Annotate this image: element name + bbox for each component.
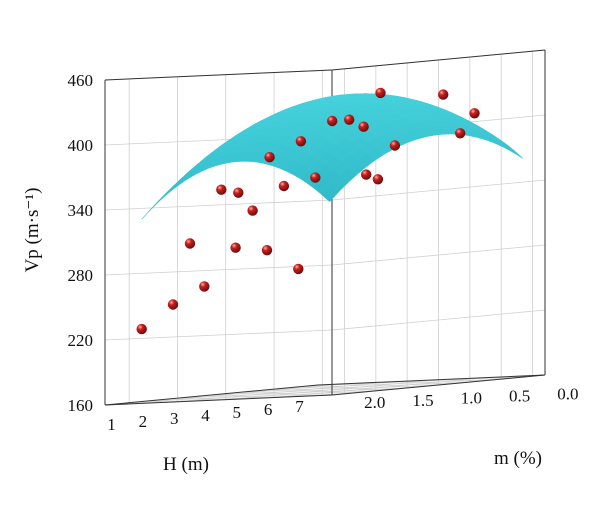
z-tick-label: 340: [68, 201, 94, 220]
floor-gridline: [129, 383, 343, 405]
z-tick-label: 160: [68, 396, 94, 415]
left-wall-gridline: [104, 199, 333, 211]
x-tick-label: 1: [107, 415, 116, 434]
frame-edge: [331, 374, 546, 396]
z-tick-label: 220: [68, 331, 94, 350]
tick-labels: 160 220 280 340 400 460 1 2 3 4 5 6 7 0.0 0.5 1.0 1.5 2.0: [68, 71, 579, 434]
x-tick-label: 4: [201, 406, 210, 425]
data-point: [199, 281, 210, 292]
frame-edge: [104, 394, 333, 406]
x-tick-label: 5: [233, 403, 242, 422]
data-point: [438, 89, 449, 100]
frame-edge: [104, 384, 319, 406]
y-tick-label: 1.0: [461, 389, 482, 408]
floor-gridline: [177, 381, 391, 403]
floor-gridline: [274, 377, 488, 398]
z-tick-label: 460: [68, 71, 94, 90]
fitted-surface: [141, 93, 524, 220]
y-tick-label: 0.0: [557, 384, 578, 403]
surface-patch: [497, 141, 515, 154]
y-tick-label: 1.5: [412, 391, 433, 410]
y-tick-label: 0.5: [509, 387, 530, 406]
z-axis-label: Vp (m·s⁻¹): [22, 188, 43, 273]
data-points: [136, 87, 480, 335]
data-point: [233, 187, 244, 198]
frame-edge: [104, 69, 333, 81]
y-axis-label: m (%): [494, 448, 542, 469]
y-tick-label: 2.0: [364, 393, 385, 412]
z-tick-label: 280: [68, 266, 94, 285]
data-point: [344, 114, 355, 125]
data-point: [375, 87, 386, 99]
x-axis-label: H (m): [163, 454, 209, 475]
data-point: [216, 184, 227, 195]
z-tick-label: 400: [68, 136, 94, 155]
data-point: [358, 121, 369, 132]
x-tick-label: 6: [264, 400, 273, 419]
x-tick-label: 3: [170, 409, 179, 428]
frame-edge: [317, 374, 546, 386]
data-point: [361, 169, 372, 180]
data-point: [136, 323, 147, 335]
data-point: [264, 152, 275, 163]
data-point: [278, 180, 290, 192]
data-point: [469, 108, 480, 119]
data-point: [247, 205, 258, 216]
data-point: [184, 238, 196, 249]
surface-patch: [321, 185, 339, 203]
data-point: [230, 242, 241, 253]
data-point: [295, 136, 307, 147]
data-point: [293, 263, 304, 275]
data-point: [310, 172, 321, 183]
data-point: [372, 174, 384, 185]
left-wall-gridline: [104, 329, 333, 341]
frame-edge: [331, 49, 546, 71]
data-point: [327, 115, 338, 127]
data-point: [167, 299, 179, 310]
data-point: [261, 245, 273, 256]
data-point: [389, 140, 401, 151]
x-tick-label: 2: [139, 412, 148, 431]
grid-panes: [104, 49, 546, 406]
x-tick-label: 7: [295, 397, 304, 416]
data-point: [455, 128, 466, 139]
